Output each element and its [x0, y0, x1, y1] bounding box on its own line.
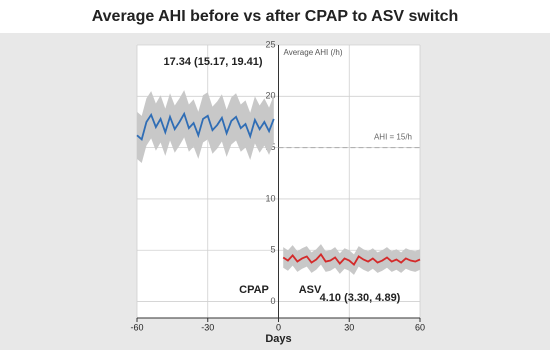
- y-tick-label: 5: [270, 245, 275, 255]
- confidence-band: [283, 244, 420, 275]
- annotation: 4.10 (3.30, 4.89): [320, 292, 401, 304]
- confidence-band: [137, 90, 274, 164]
- x-tick-label: -60: [130, 322, 143, 332]
- x-tick-label: 0: [276, 322, 281, 332]
- y-tick-label: 25: [265, 39, 275, 49]
- y-tick-label: 20: [265, 91, 275, 101]
- series-line: [282, 252, 421, 267]
- x-tick-label: -30: [201, 322, 214, 332]
- x-axis-label: Days: [265, 333, 291, 345]
- y-tick-label: 0: [270, 296, 275, 306]
- reference-label: AHI = 15/h: [374, 133, 412, 142]
- x-tick-label: 30: [344, 322, 354, 332]
- y-axis-label: Average AHI (/h): [284, 48, 343, 57]
- title-band: [0, 0, 550, 33]
- y-tick-label: 10: [265, 193, 275, 203]
- annotation: CPAP: [239, 284, 269, 296]
- annotation: ASV: [299, 284, 322, 296]
- series-line: [136, 111, 275, 142]
- chart-title: Average AHI before vs after CPAP to ASV …: [92, 8, 459, 25]
- annotation: 17.34 (15.17, 19.41): [163, 56, 262, 68]
- x-tick-label: 60: [415, 322, 425, 332]
